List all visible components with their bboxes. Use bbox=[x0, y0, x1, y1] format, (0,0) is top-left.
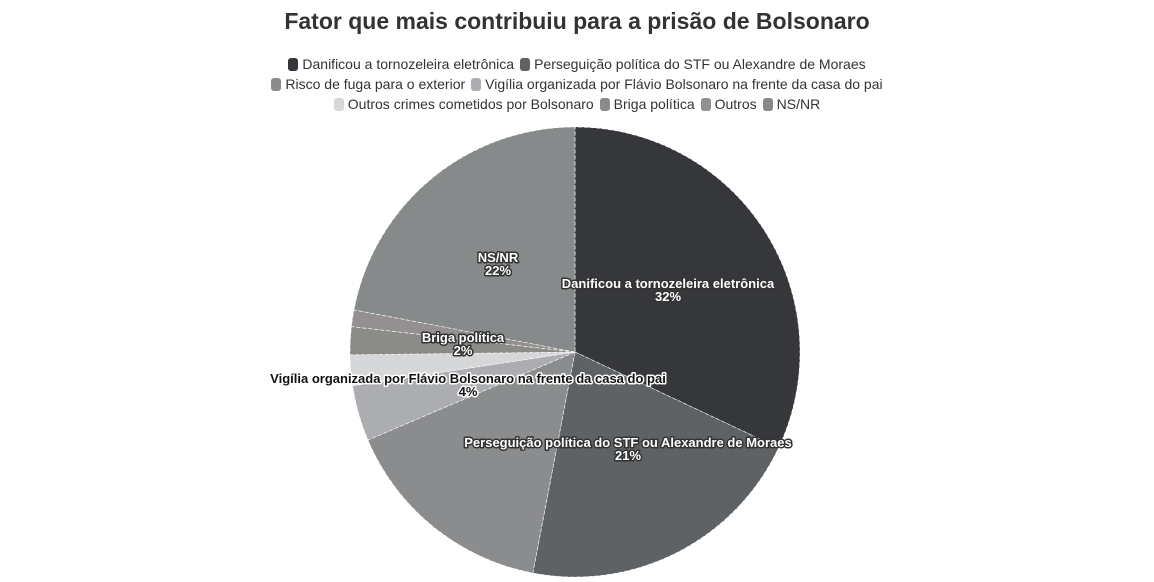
legend-item[interactable]: Risco de fuga para o exterior bbox=[271, 74, 465, 94]
slice-label-name: NS/NR bbox=[478, 250, 519, 265]
legend-item[interactable]: Vigília organizada por Flávio Bolsonaro … bbox=[471, 74, 883, 94]
slice-label-value: 4% bbox=[459, 384, 478, 399]
legend-swatch bbox=[288, 58, 299, 71]
legend-label: Briga política bbox=[613, 96, 695, 112]
pie-slice[interactable] bbox=[352, 351, 576, 441]
slice-label-value: 21% bbox=[615, 448, 641, 463]
legend-swatch bbox=[700, 98, 711, 111]
legend-swatch bbox=[520, 58, 531, 71]
legend-label: Outros bbox=[714, 96, 757, 112]
legend: Danificou a tornozeleira eletrônica Perse… bbox=[230, 54, 924, 114]
legend-swatch bbox=[762, 98, 773, 111]
slice-label-name: Briga política bbox=[422, 330, 505, 345]
legend-label: Vigília organizada por Flávio Bolsonaro … bbox=[485, 76, 883, 92]
pie-slice[interactable] bbox=[349, 351, 576, 387]
pie-slice[interactable] bbox=[353, 126, 576, 353]
legend-swatch bbox=[599, 98, 610, 111]
pie-slice[interactable] bbox=[574, 126, 801, 449]
slice-label-value: 32% bbox=[655, 289, 681, 304]
slice-label-value: 22% bbox=[485, 263, 511, 278]
legend-label: NS/NR bbox=[776, 96, 821, 112]
legend-label: Perseguição política do STF ou Alexandre… bbox=[534, 56, 866, 72]
slice-label-name: Danificou a tornozeleira eletrônica bbox=[562, 276, 775, 291]
legend-label: Outros crimes cometidos por Bolsonaro bbox=[347, 96, 594, 112]
legend-swatch bbox=[271, 78, 282, 91]
pie-slice[interactable] bbox=[532, 351, 779, 578]
chart-title: Fator que mais contribuiu para a prisão … bbox=[284, 8, 870, 34]
legend-swatch bbox=[471, 78, 482, 91]
legend-item[interactable]: Outros crimes cometidos por Bolsonaro bbox=[333, 94, 594, 114]
legend-item[interactable]: Danificou a tornozeleira eletrônica bbox=[288, 54, 514, 74]
slice-label-value: 2% bbox=[454, 343, 473, 358]
legend-item[interactable]: NS/NR bbox=[762, 94, 821, 114]
legend-swatch bbox=[333, 98, 344, 111]
legend-item[interactable]: Perseguição política do STF ou Alexandre… bbox=[520, 54, 866, 74]
slice-label-name: Vigília organizada por Flávio Bolsonaro … bbox=[270, 371, 666, 386]
pie-slice[interactable] bbox=[367, 351, 576, 574]
legend-item[interactable]: Briga política bbox=[599, 94, 695, 114]
legend-label: Danificou a tornozeleira eletrônica bbox=[302, 56, 515, 72]
slice-label-name: Perseguição política do STF ou Alexandre… bbox=[464, 435, 792, 450]
legend-item[interactable]: Outros bbox=[700, 94, 757, 114]
legend-label: Risco de fuga para o exterior bbox=[285, 76, 466, 92]
